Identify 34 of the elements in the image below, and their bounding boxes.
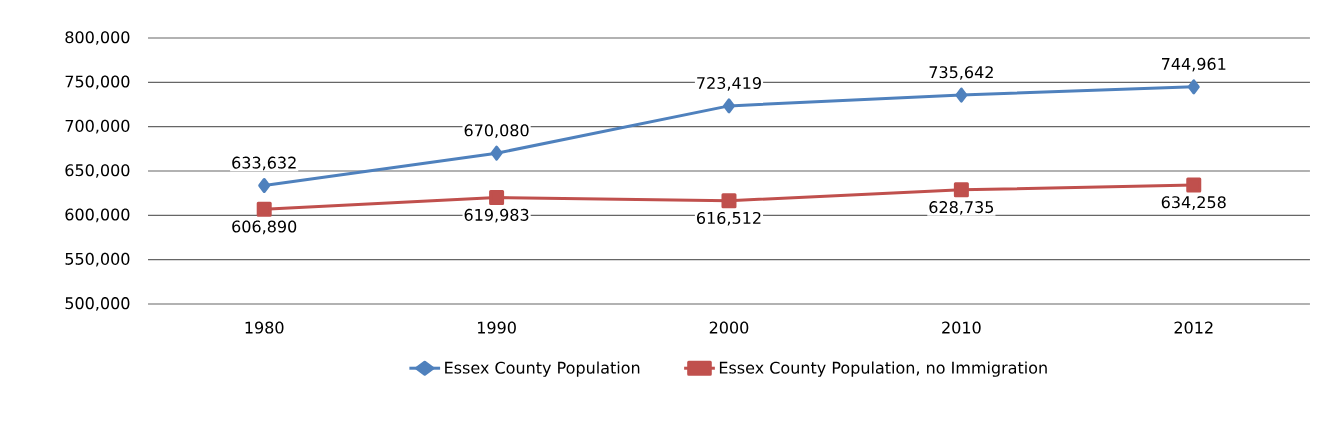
y-tick-label: 550,000 xyxy=(65,252,130,267)
x-tick-label: 2012 xyxy=(1174,321,1213,334)
data-label: 619,983 xyxy=(464,208,529,223)
data-label: 723,419 xyxy=(697,76,761,91)
y-tick-label: 700,000 xyxy=(65,119,130,134)
x-tick-label: 2010 xyxy=(942,321,981,334)
y-tick-label: 750,000 xyxy=(65,75,130,90)
point xyxy=(489,190,505,206)
point xyxy=(256,201,272,217)
data-label: 634,258 xyxy=(1161,196,1226,210)
legend-label: Essex County Population, no Immigration xyxy=(719,361,1047,377)
data-label: 628,735 xyxy=(929,201,994,215)
point xyxy=(258,178,271,193)
point xyxy=(722,98,735,114)
point xyxy=(1187,79,1200,95)
x-tick-label: 2000 xyxy=(709,321,749,334)
point xyxy=(1186,177,1202,193)
point xyxy=(953,182,969,198)
data-label: 744,961 xyxy=(1162,57,1226,72)
point xyxy=(490,145,503,161)
point xyxy=(955,87,968,103)
data-label: 633,632 xyxy=(232,156,296,171)
data-label: 670,080 xyxy=(464,124,529,138)
legend-label: Essex County Population xyxy=(445,361,640,377)
y-tick-label: 650,000 xyxy=(65,164,130,178)
y-tick-label: 800,000 xyxy=(65,31,130,45)
data-label: 616,512 xyxy=(697,211,761,226)
data-label: 735,642 xyxy=(929,66,993,80)
data-label: 606,890 xyxy=(232,220,297,235)
y-tick-label: 600,000 xyxy=(65,208,130,223)
point xyxy=(721,193,737,209)
x-tick-label: 1990 xyxy=(478,321,516,334)
y-tick-label: 500,000 xyxy=(65,297,130,311)
x-tick-label: 1980 xyxy=(245,321,284,334)
